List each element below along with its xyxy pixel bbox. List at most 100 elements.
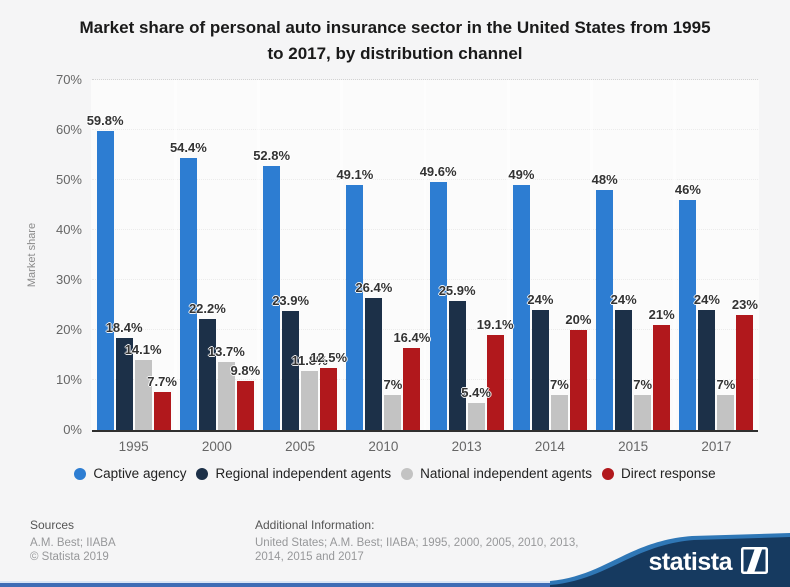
bar: 16.4% <box>393 330 430 430</box>
bar: 7% <box>383 377 402 430</box>
bar-value-label: 25.9% <box>438 282 476 298</box>
bar-value-label: 7% <box>383 377 403 392</box>
additional-info-line2: 2014, 2015 and 2017 <box>255 551 364 563</box>
bar-fill <box>236 381 254 430</box>
bar-value-label: 54.4% <box>169 140 207 155</box>
bar-value-label: 14.1% <box>124 341 162 357</box>
bar: 21% <box>649 307 675 430</box>
bar-group-2013: 49.6% 25.9% 5.4% 19.1% 2013 <box>420 80 514 454</box>
x-tick-label: 1995 <box>118 439 149 454</box>
bar: 23% <box>732 297 758 430</box>
bar: 7.7% <box>147 374 177 430</box>
y-tick-label: 30% <box>55 271 82 287</box>
bar-fill <box>512 185 530 430</box>
x-tick-label: 2010 <box>368 439 399 454</box>
bar-value-label: 5.4% <box>461 385 491 400</box>
bar-fill <box>403 348 421 430</box>
bar-value-label: 49.1% <box>336 166 374 182</box>
legend-marker-icon <box>401 467 414 480</box>
bar-value-label: 26.4% <box>355 280 393 295</box>
statista-wordmark: statista <box>648 548 732 576</box>
bar: 9.8% <box>231 363 260 430</box>
bar-fill <box>365 298 383 430</box>
legend-marker-icon <box>196 467 209 480</box>
bar: 52.8% <box>253 148 290 430</box>
chart-title-line1: Market share of personal auto insurance … <box>79 18 711 37</box>
bar-fill <box>263 166 281 430</box>
bar-fill <box>115 338 133 430</box>
bar-group-2015: 48% 24% 7% 21% 2015 <box>590 80 677 454</box>
bar-value-label: 48% <box>591 172 618 187</box>
bar-value-label: 23.9% <box>272 292 310 308</box>
bar-value-label: 24% <box>527 292 554 307</box>
bar: 48% <box>592 172 618 430</box>
bar-value-label: 21% <box>648 307 675 322</box>
bar: 22.2% <box>189 301 226 430</box>
legend-label: Captive agency <box>93 466 187 481</box>
bar: 24% <box>611 292 637 430</box>
chart-title-line2: to 2017, by distribution channel <box>267 44 523 63</box>
bar-value-label: 46% <box>674 182 701 197</box>
bar-fill <box>653 325 671 430</box>
bar: 7% <box>716 377 735 430</box>
x-axis-line <box>92 430 758 432</box>
bar: 49.1% <box>336 167 373 430</box>
bar-fill <box>717 395 735 430</box>
y-tick-label: 40% <box>55 222 82 237</box>
y-axis-title: Market share <box>26 222 38 288</box>
y-tick-label: 60% <box>55 121 82 137</box>
bar-fill <box>320 367 338 430</box>
legend-label: Direct response <box>621 466 716 481</box>
bar-value-label: 12.5% <box>310 349 348 365</box>
bar-fill <box>486 334 504 430</box>
brand-band-curve <box>550 533 790 587</box>
bar: 19.1% <box>477 317 514 430</box>
bar: 11.8% <box>292 353 328 430</box>
y-tick-label: 70% <box>55 72 82 87</box>
legend-marker-icon <box>74 467 87 480</box>
bar: 7% <box>550 377 569 430</box>
sources-line2: © Statista 2019 <box>30 551 109 563</box>
bar-fill <box>679 200 697 430</box>
bar: 5.4% <box>461 385 491 430</box>
x-tick-label: 2000 <box>201 439 232 454</box>
legend: Captive agency Regional independent agent… <box>0 466 790 481</box>
y-tick-label: 0% <box>63 422 82 437</box>
bar-fill <box>550 395 568 430</box>
bar-value-label: 59.8% <box>86 113 124 128</box>
bar-fill <box>153 391 171 430</box>
bar-fill <box>569 330 587 430</box>
legend-item: Direct response <box>602 466 716 481</box>
bar: 7% <box>633 377 652 430</box>
sources-block: Sources A.M. Best; IIABA © Statista 2019 <box>30 518 116 564</box>
bar-value-label: 23% <box>731 297 758 312</box>
bar-value-label: 16.4% <box>393 330 431 345</box>
bar-fill <box>634 395 652 430</box>
bar: 46% <box>675 182 701 430</box>
bar-value-label: 24% <box>693 292 720 307</box>
bar-value-label: 19.1% <box>476 316 514 332</box>
bar-value-label: 49% <box>508 167 535 182</box>
bar-fill <box>531 310 549 430</box>
bar-fill <box>736 315 754 430</box>
bar-fill <box>96 131 114 430</box>
additional-info-label: Additional Information: <box>255 518 375 532</box>
statista-logo-icon <box>741 547 768 574</box>
bar-value-label: 18.4% <box>105 320 143 335</box>
bar: 13.7% <box>208 344 245 430</box>
bar-fill <box>346 184 364 430</box>
legend-marker-icon <box>602 467 615 480</box>
bar-group-2014: 49% 24% 7% 20% 2014 <box>506 80 593 454</box>
bar-value-label: 13.7% <box>207 343 245 359</box>
bar: 26.4% <box>355 280 392 430</box>
bar-fill <box>179 158 197 430</box>
bar: 20% <box>565 312 591 430</box>
bar-value-label: 9.8% <box>230 363 261 378</box>
bar-fill <box>615 310 633 430</box>
bottom-accent-strip <box>0 581 790 587</box>
bar-fill <box>217 361 235 430</box>
bar: 23.9% <box>272 293 309 430</box>
bar-fill <box>198 319 216 430</box>
x-tick-label: 2005 <box>285 439 316 454</box>
bar-fill <box>698 310 716 430</box>
